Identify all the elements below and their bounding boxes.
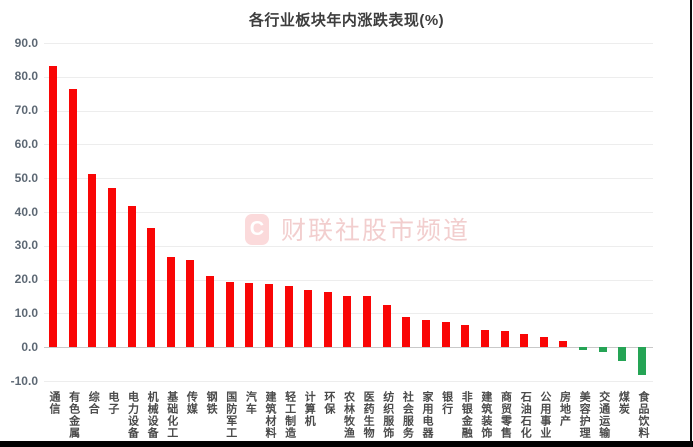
x-axis-label: 有色金属 bbox=[67, 391, 80, 439]
bar-通信 bbox=[49, 65, 57, 348]
x-axis-label: 机械设备 bbox=[146, 391, 159, 439]
bar-农林牧渔 bbox=[343, 295, 352, 348]
bar-社会服务 bbox=[402, 317, 411, 348]
bar-商贸零售 bbox=[500, 330, 509, 348]
gridline bbox=[44, 178, 653, 180]
watermark: C 财联社股市频道 bbox=[245, 211, 470, 247]
x-axis-label: 商贸零售 bbox=[499, 391, 512, 439]
chart-title: 各行业板块年内涨跌表现(%) bbox=[248, 12, 445, 29]
x-axis-label: 国防军工 bbox=[224, 391, 237, 439]
x-axis-label: 汽车 bbox=[244, 391, 257, 415]
x-axis-label: 石油石化 bbox=[519, 391, 532, 439]
y-axis-tick-label: 90.0 bbox=[14, 35, 38, 50]
watermark-text: 财联社股市频道 bbox=[281, 217, 471, 245]
bar-煤炭 bbox=[618, 347, 627, 362]
x-axis-label: 交通运输 bbox=[597, 391, 610, 439]
bar-环保 bbox=[323, 291, 332, 348]
x-axis-label: 医药生物 bbox=[362, 391, 375, 439]
logo-letter: C bbox=[249, 218, 265, 240]
x-axis-label: 建筑装饰 bbox=[479, 391, 492, 439]
y-axis-tick-label: 60.0 bbox=[14, 136, 38, 151]
y-axis-tick-label: 30.0 bbox=[14, 238, 38, 253]
bar-有色金属 bbox=[68, 88, 77, 348]
gridline bbox=[44, 245, 653, 247]
x-axis-label: 计算机 bbox=[303, 391, 316, 427]
x-axis-label: 房地产 bbox=[558, 391, 571, 427]
y-axis-tick-label: 10.0 bbox=[14, 305, 38, 320]
x-axis-label: 电力设备 bbox=[126, 391, 139, 439]
bar-公用事业 bbox=[539, 337, 548, 348]
window-bottom-edge bbox=[0, 441, 693, 447]
bar-传媒 bbox=[186, 259, 195, 348]
x-axis-label: 基础化工 bbox=[165, 391, 178, 439]
x-axis-label: 银行 bbox=[440, 391, 453, 415]
gridline bbox=[44, 110, 653, 112]
gridline bbox=[44, 76, 653, 78]
cailianshe-logo-icon: C bbox=[245, 213, 269, 245]
bar-钢铁 bbox=[206, 275, 215, 348]
x-axis-label: 美容护理 bbox=[578, 391, 591, 439]
bar-建筑材料 bbox=[264, 284, 273, 348]
bar-非银金融 bbox=[461, 324, 470, 348]
bar-电力设备 bbox=[127, 205, 136, 348]
y-axis-tick-label: 70.0 bbox=[14, 103, 38, 118]
x-axis-label: 煤炭 bbox=[617, 391, 630, 415]
gridline bbox=[44, 212, 653, 213]
x-axis-label: 环保 bbox=[322, 391, 335, 415]
x-axis-label: 农林牧渔 bbox=[342, 391, 355, 439]
bar-机械设备 bbox=[147, 228, 156, 348]
bar-计算机 bbox=[304, 289, 313, 348]
bar-食品饮料 bbox=[637, 347, 646, 375]
x-axis-label: 轻工制造 bbox=[283, 391, 296, 439]
x-axis-label: 传媒 bbox=[185, 391, 198, 415]
x-axis-label: 纺织服饰 bbox=[381, 391, 394, 439]
bar-综合 bbox=[88, 173, 97, 348]
x-axis-label: 家用电器 bbox=[421, 391, 434, 439]
x-axis-label: 钢铁 bbox=[205, 391, 218, 415]
gridline bbox=[44, 144, 653, 146]
x-axis-label: 社会服务 bbox=[401, 391, 414, 439]
bar-汽车 bbox=[245, 283, 254, 348]
x-axis-label: 非银金融 bbox=[460, 391, 473, 439]
y-axis-tick-label: 80.0 bbox=[14, 69, 38, 84]
y-axis-tick-label: 0.0 bbox=[21, 339, 38, 354]
bar-建筑装饰 bbox=[480, 329, 489, 348]
bar-房地产 bbox=[559, 340, 568, 348]
gridline bbox=[44, 43, 653, 44]
x-axis-label: 公用事业 bbox=[538, 391, 551, 439]
bar-国防军工 bbox=[225, 282, 234, 348]
zero-axis-line bbox=[44, 347, 653, 349]
bar-纺织服饰 bbox=[382, 305, 391, 348]
y-axis-tick-label: -10.0 bbox=[10, 373, 38, 388]
y-axis-tick-label: 50.0 bbox=[14, 170, 38, 185]
x-axis-label: 电子 bbox=[106, 391, 119, 415]
bar-家用电器 bbox=[422, 320, 431, 348]
bar-石油石化 bbox=[520, 334, 529, 348]
x-axis-label: 综合 bbox=[87, 391, 100, 415]
bar-医药生物 bbox=[363, 296, 372, 348]
x-axis-label: 通信 bbox=[48, 391, 60, 415]
bar-美容护理 bbox=[579, 347, 588, 350]
bar-基础化工 bbox=[166, 257, 175, 348]
y-axis-tick-label: 40.0 bbox=[14, 204, 38, 219]
x-axis-label: 食品饮料 bbox=[636, 391, 649, 439]
gridline bbox=[44, 381, 653, 382]
x-axis-label: 建筑材料 bbox=[263, 391, 276, 439]
bar-电子 bbox=[107, 187, 116, 348]
window-right-edge bbox=[690, 0, 692, 447]
bar-银行 bbox=[441, 321, 450, 348]
bar-交通运输 bbox=[598, 347, 607, 353]
gridline bbox=[44, 279, 653, 281]
y-axis-tick-label: 20.0 bbox=[14, 272, 38, 287]
bar-轻工制造 bbox=[284, 286, 293, 348]
